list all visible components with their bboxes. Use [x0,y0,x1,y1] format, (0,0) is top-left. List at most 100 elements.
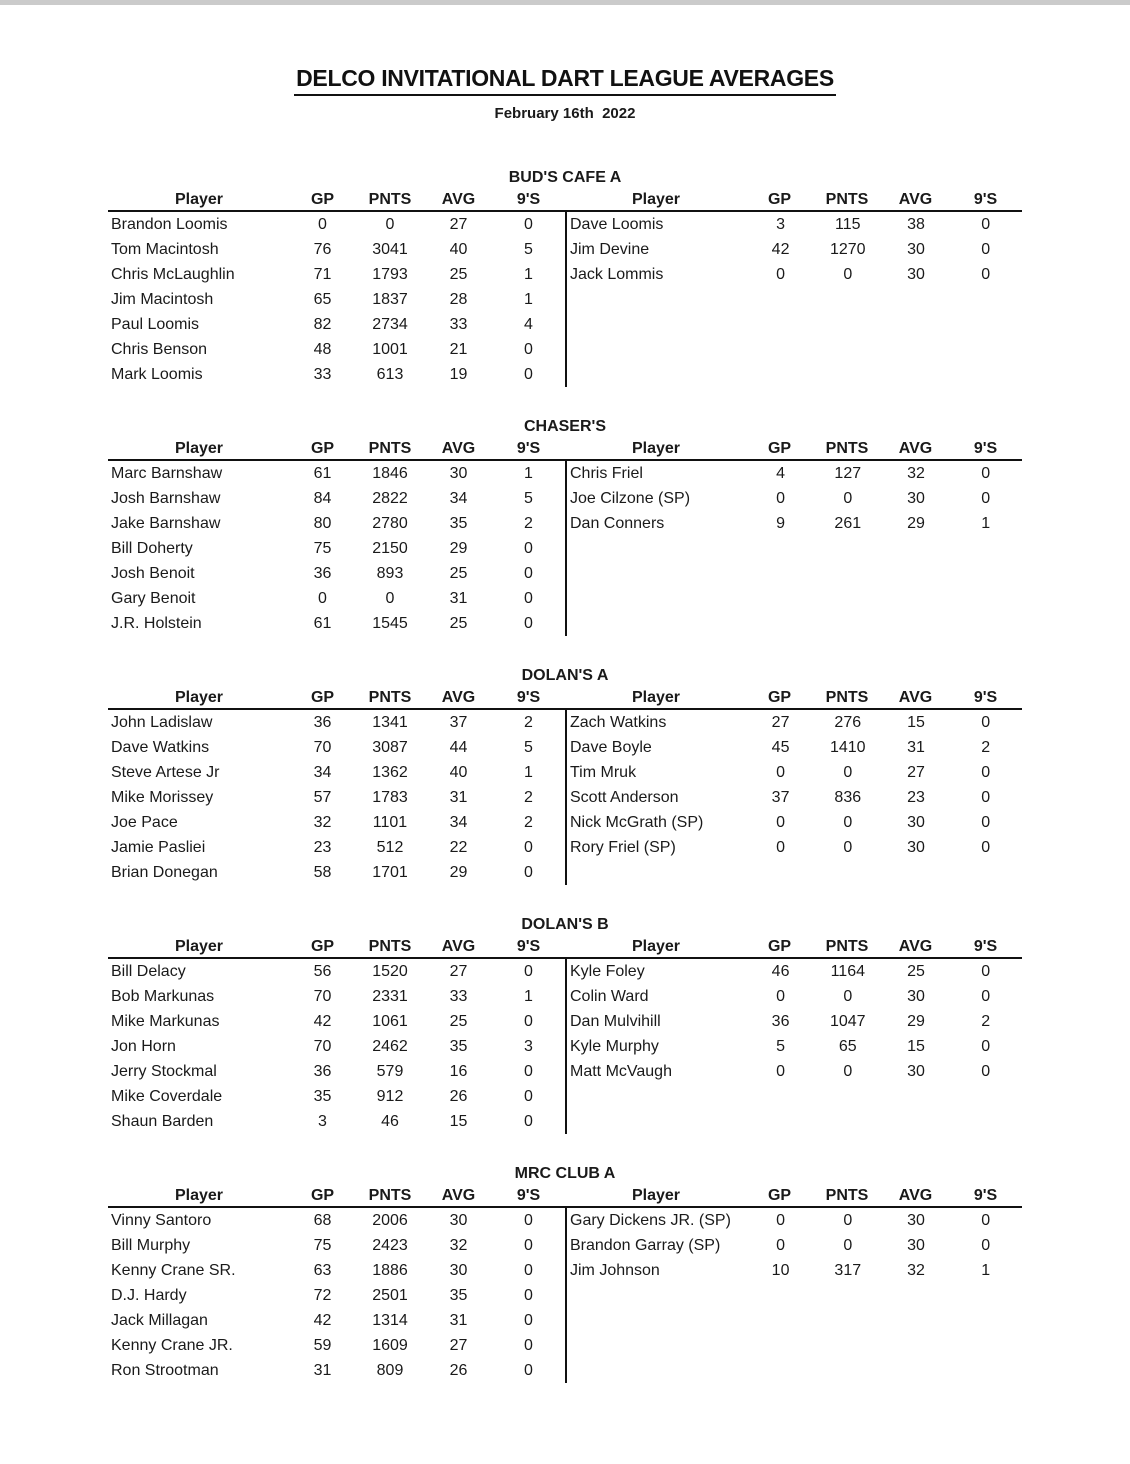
league-section: CHASER'S Player GP PNTS AVG 9'S Marc Barnsha… [108,417,1022,636]
stat-value: 0 [318,216,327,233]
column-header-avg: AVG [441,689,476,706]
table-row: Paul Loomis 82 2734 33 4 [108,312,565,337]
stat-value: 35 [449,1287,468,1304]
player-name: Brandon Loomis [111,216,228,233]
table-row: Kenny Crane JR. 59 1609 27 0 [108,1333,565,1358]
column-header-pnts: PNTS [368,938,412,955]
stat-value: 30 [449,1262,468,1279]
table-row: Mike Markunas 42 1061 25 0 [108,1009,565,1034]
stat-value: 0 [843,1212,853,1229]
stat-value: 61 [313,615,332,632]
table-header-row: Player GP PNTS AVG 9'S [108,688,565,710]
stat-value: 33 [313,366,332,383]
stat-value: 0 [981,266,991,283]
player-name: Dave Loomis [570,216,664,233]
stat-value: 0 [776,764,786,781]
stat-value: 35 [313,1088,332,1105]
column-header-player: Player [631,191,681,208]
table-row: Bill Murphy 75 2423 32 0 [108,1233,565,1258]
player-name: Matt McVaugh [570,1063,672,1080]
stat-value: 30 [907,1063,925,1080]
stat-value: 0 [524,1113,533,1130]
stat-value: 72 [313,1287,332,1304]
stat-value: 2 [524,814,533,831]
stat-value: 65 [313,291,332,308]
table-row: Jim Johnson 10 317 32 1 [567,1258,1022,1283]
stat-value: 42 [313,1013,332,1030]
stat-value: 0 [524,540,533,557]
stat-value: 31 [449,789,468,806]
player-name: Jack Lommis [570,266,664,283]
stat-value: 512 [376,839,404,856]
stat-value: 27 [907,764,925,781]
stat-value: 0 [524,1287,533,1304]
column-header-gp: GP [310,440,335,457]
player-name: Joe Cilzone (SP) [570,490,691,507]
player-name: Jake Barnshaw [111,515,221,532]
player-name: Paul Loomis [111,316,200,333]
stat-value: 0 [318,590,327,607]
stat-value: 0 [981,465,991,482]
table-row: Ron Strootman 31 809 26 0 [108,1358,565,1383]
stat-value: 0 [524,1063,533,1080]
table-row: Dan Conners 9 261 29 1 [567,511,1022,536]
table-row: Josh Benoit 36 893 25 0 [108,561,565,586]
table-header-row: Player GP PNTS AVG 9'S [108,1186,565,1208]
table-row: Dave Watkins 70 3087 44 5 [108,735,565,760]
table-header-row: Player GP PNTS AVG 9'S [108,937,565,959]
stat-value: 0 [981,1038,991,1055]
stat-value: 1 [524,465,533,482]
table-row: Kyle Foley 46 1164 25 0 [567,959,1022,984]
player-name: Josh Barnshaw [111,490,221,507]
stat-value: 0 [843,1237,853,1254]
stat-value: 0 [524,839,533,856]
stat-value: 317 [834,1262,862,1279]
stat-value: 29 [907,515,925,532]
column-header-pnts: PNTS [825,689,869,706]
player-name: Joe Pace [111,814,178,831]
stat-value: 261 [834,515,862,532]
stat-value: 1 [524,291,533,308]
stat-value: 0 [776,814,786,831]
stat-value: 30 [907,241,925,258]
stat-value: 613 [376,366,404,383]
stat-value: 1886 [372,1262,408,1279]
stat-value: 65 [838,1038,857,1055]
stat-value: 42 [313,1312,332,1329]
player-name: Mike Markunas [111,1013,220,1030]
table-row: Mike Morissey 57 1783 31 2 [108,785,565,810]
stat-value: 0 [843,764,853,781]
stat-value: 30 [449,1212,468,1229]
stat-value: 1314 [372,1312,408,1329]
section-title: BUD'S CAFE A [508,169,622,186]
player-name: Dave Boyle [570,739,652,756]
stat-value: 38 [907,216,925,233]
table-row: Joe Pace 32 1101 34 2 [108,810,565,835]
stat-value: 2006 [372,1212,408,1229]
stat-value: 2 [524,789,533,806]
stat-value: 25 [449,1013,468,1030]
player-name: Kenny Crane SR. [111,1262,236,1279]
stat-value: 1837 [372,291,408,308]
column-header-gp: GP [310,191,335,208]
stat-value: 10 [771,1262,790,1279]
stat-value: 1 [524,764,533,781]
table-header-row: Player GP PNTS AVG 9'S [565,688,1022,710]
stat-value: 40 [449,241,468,258]
stat-value: 2 [981,739,991,756]
stat-value: 34 [449,490,468,507]
section-tables: Player GP PNTS AVG 9'S Marc Barnshaw 61 1846 30… [108,439,1022,636]
stat-value: 0 [843,814,853,831]
stat-value: 30 [907,1212,925,1229]
stat-value: 2780 [372,515,408,532]
table-row: Gary Benoit 0 0 31 0 [108,586,565,611]
stat-value: 46 [381,1113,399,1130]
stat-value: 2734 [372,316,408,333]
stat-value: 45 [771,739,790,756]
stat-value: 1047 [829,1013,866,1030]
table-row: Jerry Stockmal 36 579 16 0 [108,1059,565,1084]
table-rows: Zach Watkins 27 276 15 0 Dave Boyle 45 1410 31 2 T… [565,710,1022,885]
stat-value: 21 [449,341,468,358]
stat-value: 1 [524,988,533,1005]
stat-value: 59 [313,1337,332,1354]
